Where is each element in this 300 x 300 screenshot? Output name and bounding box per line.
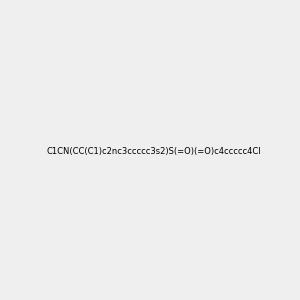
Text: C1CN(CC(C1)c2nc3ccccc3s2)S(=O)(=O)c4ccccc4Cl: C1CN(CC(C1)c2nc3ccccc3s2)S(=O)(=O)c4cccc… xyxy=(46,147,261,156)
